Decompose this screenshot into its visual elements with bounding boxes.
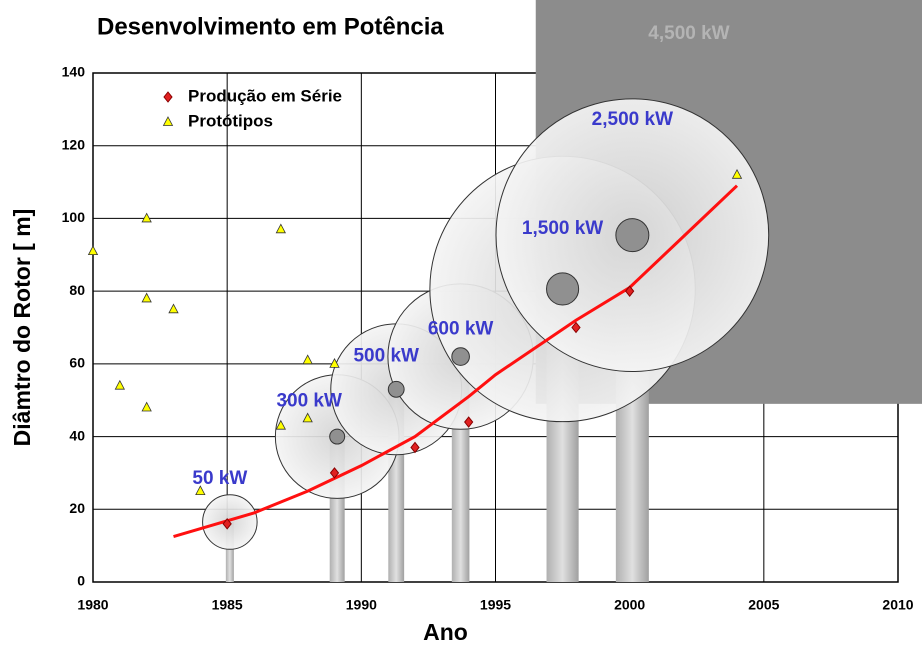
x-tick-label: 2010 — [882, 597, 913, 613]
hub — [388, 381, 404, 397]
x-axis-label: Ano — [423, 619, 468, 645]
x-tick-label: 1980 — [77, 597, 108, 613]
y-tick-label: 60 — [69, 355, 85, 371]
rotor-label: 2,500 kW — [592, 109, 673, 130]
rotor-label: 1,500 kW — [522, 218, 603, 239]
y-tick-label: 100 — [62, 209, 86, 225]
y-axis-label: Diâmtro do Rotor [ m] — [9, 209, 35, 447]
triangle-marker — [276, 224, 285, 233]
triangle-marker — [142, 213, 151, 222]
legend-label: Produção em Série — [188, 86, 342, 105]
hub — [616, 219, 649, 252]
hub — [330, 429, 345, 444]
y-tick-label: 120 — [62, 136, 86, 152]
y-tick-label: 0 — [77, 573, 85, 589]
rotor-label: 300 kW — [276, 391, 342, 412]
triangle-marker — [303, 355, 312, 364]
y-tick-label: 140 — [62, 64, 86, 80]
x-tick-label: 1985 — [212, 597, 243, 613]
hub — [452, 348, 470, 366]
y-tick-label: 80 — [69, 282, 85, 298]
chart: 4,500 kW50 kW300 kW500 kW600 kW1,500 kW2… — [0, 0, 922, 652]
chart-title: Desenvolvimento em Potência — [97, 13, 444, 40]
x-tick-label: 1995 — [480, 597, 511, 613]
rotor-label: 600 kW — [428, 319, 494, 340]
y-tick-label: 20 — [69, 500, 85, 516]
triangle-marker — [164, 117, 173, 126]
triangle-marker — [142, 293, 151, 302]
rotor-label: 500 kW — [353, 345, 419, 366]
hub — [547, 273, 579, 305]
triangle-marker — [115, 381, 124, 390]
triangle-marker — [169, 304, 178, 313]
diamond-marker — [164, 92, 172, 102]
y-tick-label: 40 — [69, 427, 85, 443]
legend-label: Protótipos — [188, 111, 273, 130]
rotor-label: 4,500 kW — [648, 23, 729, 44]
x-tick-label: 2005 — [748, 597, 779, 613]
triangle-marker — [142, 402, 151, 411]
x-tick-label: 2000 — [614, 597, 645, 613]
triangle-marker — [89, 246, 98, 255]
x-tick-label: 1990 — [346, 597, 377, 613]
